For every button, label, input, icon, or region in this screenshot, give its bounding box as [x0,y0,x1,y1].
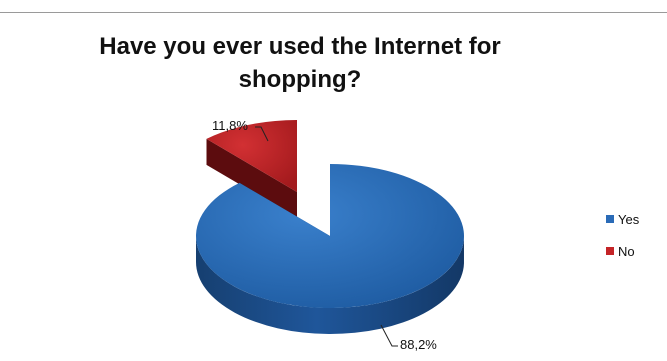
leader-line-no [255,126,269,142]
pie-slice-yes [195,164,464,308]
legend-label-no: No [618,243,635,259]
legend-item-yes: Yes [606,210,639,228]
legend-swatch-no [606,247,614,255]
top-divider [0,12,667,13]
legend-swatch-yes [606,215,614,223]
data-label-yes: 88,2% [400,337,437,352]
pie-slice-no [206,120,297,192]
pie-slice-no-cut-0 [206,138,297,218]
data-label-no: 11,8% [212,118,248,133]
pie-slice-yes-rim [196,236,464,334]
legend: Yes No [606,210,639,274]
legend-label-yes: Yes [618,211,640,227]
leader-line-yes [380,324,398,347]
chart-title: Have you ever used the Internet for shop… [99,33,501,93]
legend-item-no: No [606,242,639,260]
